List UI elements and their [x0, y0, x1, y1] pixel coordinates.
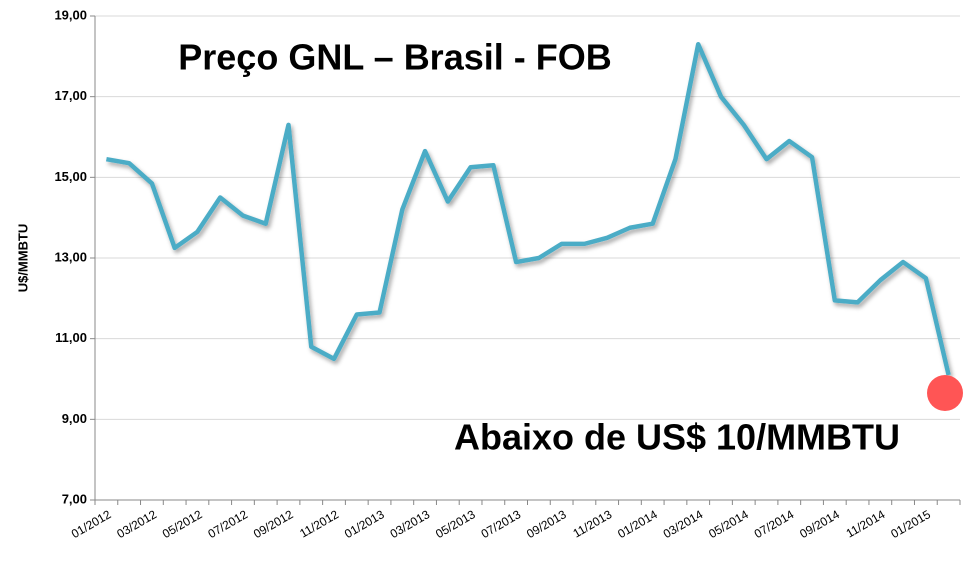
y-tick-label: 15,00	[54, 169, 87, 184]
x-tick-label: 01/2014	[615, 507, 660, 541]
x-tick-label: 05/2012	[160, 507, 205, 541]
x-tick-label: 09/2014	[797, 507, 842, 541]
chart-title: Preço GNL – Brasil - FOB	[178, 37, 611, 78]
y-tick-label: 19,00	[54, 7, 87, 22]
y-axis-label: U$/MMBTU	[15, 224, 30, 293]
x-tick-label: 07/2012	[205, 507, 250, 541]
y-tick-label: 7,00	[62, 491, 87, 506]
x-tick-label: 11/2013	[570, 507, 614, 541]
highlight-dot	[927, 375, 963, 411]
x-tick-label: 03/2014	[661, 507, 706, 541]
x-tick-label: 09/2013	[524, 507, 569, 541]
x-tick-label: 01/2012	[69, 507, 114, 541]
x-tick-label: 05/2014	[706, 507, 751, 541]
x-tick-label: 11/2014	[844, 507, 888, 541]
x-tick-label: 07/2013	[479, 507, 524, 541]
y-tick-label: 13,00	[54, 249, 87, 264]
x-tick-label: 01/2013	[342, 507, 387, 541]
x-tick-label: 11/2012	[297, 507, 341, 541]
x-tick-label: 07/2014	[752, 507, 797, 541]
y-tick-label: 11,00	[55, 330, 87, 345]
x-tick-label: 01/2015	[888, 507, 933, 541]
x-tick-label: 03/2013	[388, 507, 433, 541]
x-tick-label: 09/2012	[251, 507, 296, 541]
x-tick-label: 03/2012	[114, 507, 159, 541]
y-tick-label: 9,00	[62, 411, 87, 426]
y-tick-label: 17,00	[54, 88, 87, 103]
line-series	[105, 41, 951, 376]
annotation: Abaixo de US$ 10/MMBTU	[454, 417, 900, 458]
x-tick-label: 05/2013	[433, 507, 478, 541]
